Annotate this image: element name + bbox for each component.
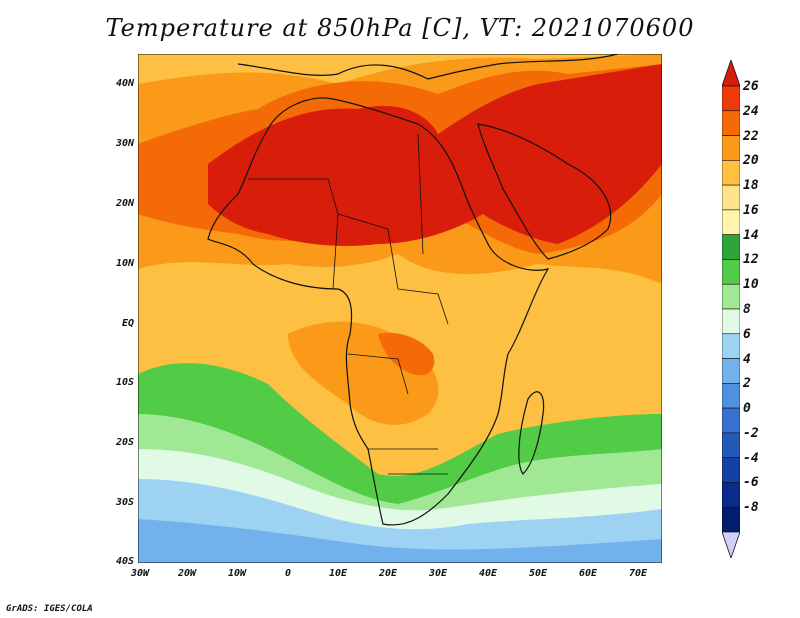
lat-label-20s: 20S xyxy=(115,437,134,448)
lon-label-20e: 20E xyxy=(378,568,398,579)
colorbar-label: -6 xyxy=(743,475,759,491)
colorbar-band xyxy=(722,358,740,384)
colorbar-band xyxy=(722,259,740,285)
colorbar-label: 22 xyxy=(743,128,759,144)
colorbar-label: 12 xyxy=(743,252,759,268)
colorbar-band xyxy=(722,432,740,458)
colorbar-band xyxy=(722,482,740,508)
lon-label-0: 0 xyxy=(284,568,292,579)
lon-label-50e: 50E xyxy=(528,568,548,579)
colorbar-label: 10 xyxy=(743,277,759,293)
colorbar-band xyxy=(722,407,740,434)
colorbar-band xyxy=(722,234,740,260)
lat-label-20n: 20N xyxy=(115,198,134,209)
lon-label-30e: 30E xyxy=(428,568,448,579)
field-coldest-south xyxy=(138,519,662,563)
colorbar-label: 24 xyxy=(743,103,759,119)
colorbar-band xyxy=(722,160,740,186)
lon-label-20w: 20W xyxy=(177,568,197,579)
country-borders xyxy=(248,133,449,475)
colorbar-label: 16 xyxy=(743,202,759,218)
lat-label-10s: 10S xyxy=(115,377,134,388)
colorbar-label: -2 xyxy=(743,425,759,441)
grads-credit: GrADS: IGES/COLA xyxy=(6,604,93,614)
colorbar-top-triangle xyxy=(722,60,740,87)
lon-label-40e: 40E xyxy=(478,568,498,579)
colorbar-label: 2 xyxy=(743,376,751,392)
colorbar-band xyxy=(722,283,740,310)
field-central-hot xyxy=(378,332,435,376)
field-hottest-north xyxy=(208,64,662,246)
colorbar-label: 20 xyxy=(743,153,759,169)
lon-label-10e: 10E xyxy=(328,568,348,579)
map-title: Temperature at 850hPa [C], VT: 202107060… xyxy=(105,14,695,42)
colorbar-band xyxy=(722,457,740,483)
colorbar-band xyxy=(722,209,740,235)
lon-label-70e: 70E xyxy=(628,568,648,579)
lat-label-eq: EQ xyxy=(121,318,134,329)
colorbar-band xyxy=(722,85,740,112)
lat-label-30s: 30S xyxy=(115,497,134,508)
africa-coastline xyxy=(207,97,550,526)
colorbar-band xyxy=(722,110,740,136)
lat-label-40s: 40S xyxy=(115,556,134,567)
colorbar-band xyxy=(722,184,740,211)
colorbar xyxy=(722,60,740,558)
arabia-coastline xyxy=(477,123,612,260)
colorbar-band xyxy=(722,333,740,359)
colorbar-band xyxy=(722,383,740,409)
lon-label-30w: 30W xyxy=(130,568,150,579)
colorbar-label: 4 xyxy=(743,351,751,367)
lat-label-30n: 30N xyxy=(115,138,134,149)
colorbar-band xyxy=(722,308,740,335)
lat-label-40n: 40N xyxy=(115,78,134,89)
colorbar-label: 14 xyxy=(743,227,759,243)
temperature-map xyxy=(138,54,662,563)
colorbar-label: 8 xyxy=(743,302,751,317)
madagascar-coastline xyxy=(518,391,545,475)
colorbar-bottom-triangle xyxy=(722,531,740,558)
colorbar-label: -8 xyxy=(743,500,759,516)
colorbar-band xyxy=(722,506,740,533)
lat-label-10n: 10N xyxy=(115,258,134,269)
lon-label-60e: 60E xyxy=(578,568,598,579)
colorbar-label: 6 xyxy=(743,326,751,342)
colorbar-band xyxy=(722,135,740,161)
colorbar-label: 0 xyxy=(743,401,751,417)
colorbar-label: 26 xyxy=(743,79,759,94)
lon-label-10w: 10W xyxy=(227,568,247,579)
colorbar-label: -4 xyxy=(743,450,759,466)
colorbar-label: 18 xyxy=(743,178,759,194)
europe-coastline xyxy=(237,54,619,80)
